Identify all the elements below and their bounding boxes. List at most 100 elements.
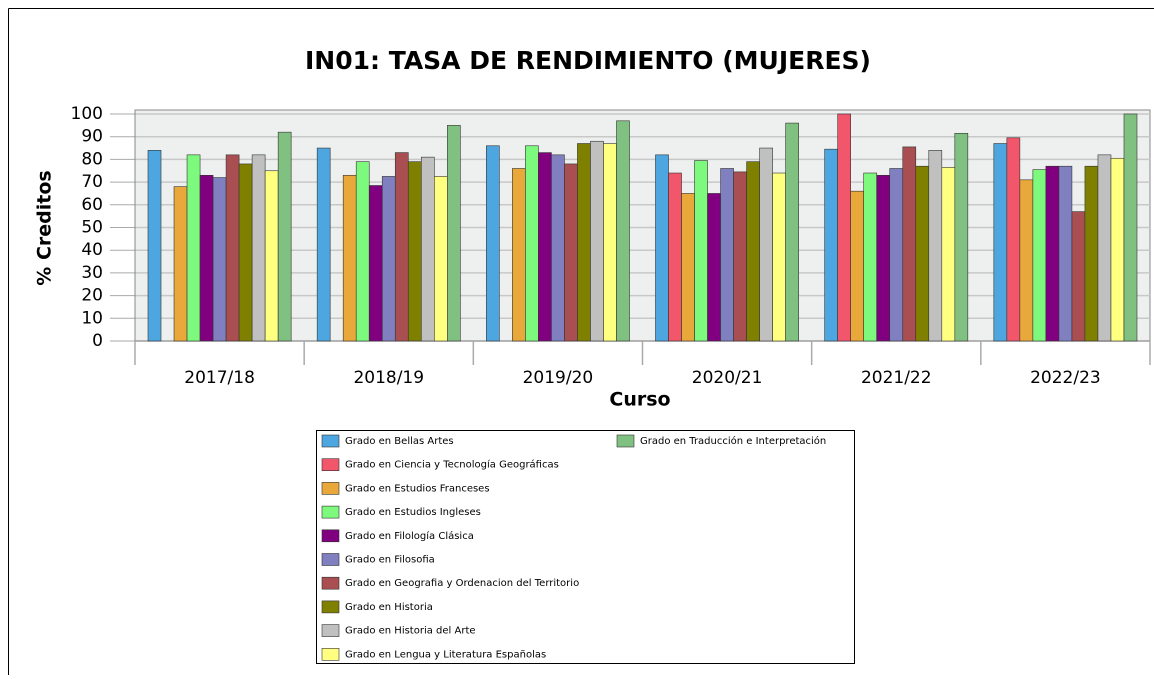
bar [1110, 157, 1125, 342]
legend-swatch [321, 600, 340, 614]
bar [720, 168, 734, 342]
legend-swatch [321, 458, 340, 472]
bar [668, 172, 682, 342]
bar [850, 190, 865, 342]
bar [342, 174, 357, 342]
bar [238, 163, 253, 342]
x-tick-label: 2022/23 [1030, 368, 1101, 388]
bar [759, 147, 773, 342]
bar [316, 147, 331, 342]
bar [1071, 211, 1086, 342]
legend-label: Grado en Historia del Arte [345, 626, 476, 637]
bar [928, 150, 943, 342]
bar [993, 143, 1008, 342]
legend-swatch [321, 647, 340, 661]
y-tick-label: 20 [81, 286, 103, 306]
bar [655, 154, 669, 342]
bar [1097, 154, 1112, 342]
legend-label: Grado en Bellas Artes [345, 436, 454, 447]
bar [1045, 165, 1060, 342]
bar [1058, 165, 1073, 342]
legend-swatch [321, 624, 340, 637]
bar [538, 152, 552, 342]
bar [616, 120, 630, 342]
x-tick-label: 2017/18 [184, 368, 255, 388]
bar [277, 131, 292, 342]
bar [1084, 165, 1099, 342]
bar [525, 145, 539, 342]
legend-label: Grado en Ciencia y Tecnología Geográfica… [345, 459, 559, 471]
bar [772, 172, 786, 342]
bar [447, 125, 461, 342]
legend-swatch [321, 505, 340, 519]
bar [863, 172, 878, 342]
legend-swatch [321, 529, 340, 543]
bar [824, 148, 838, 342]
legend-label: Grado en Lengua y Literatura Españolas [345, 649, 546, 660]
bar [264, 170, 279, 342]
bar [512, 168, 526, 342]
bar [564, 163, 578, 342]
bar [420, 156, 435, 342]
bar [577, 143, 591, 342]
y-tick-label: 50 [81, 218, 103, 238]
x-axis-label: Curso [609, 389, 670, 411]
chart-title: IN01: TASA DE RENDIMIENTO (MUJERES) [305, 46, 871, 75]
x-tick-label: 2018/19 [353, 368, 424, 388]
legend-swatch [616, 434, 635, 448]
y-tick-label: 60 [81, 195, 103, 215]
bar [186, 154, 201, 342]
legend-swatch [321, 482, 340, 495]
y-tick-label: 70 [81, 172, 103, 192]
bar [681, 193, 695, 342]
bar [889, 168, 904, 342]
bar [733, 171, 747, 342]
x-tick-label: 2019/20 [523, 368, 594, 388]
legend-swatch [321, 434, 340, 448]
legend-label: Grado en Historia [345, 602, 433, 613]
bar [394, 152, 409, 342]
y-tick-label: 100 [71, 104, 103, 124]
bar [147, 150, 162, 342]
bar [551, 154, 565, 342]
legend-label: Grado en Estudios Franceses [345, 483, 490, 494]
bar [837, 113, 851, 342]
y-tick-label: 40 [81, 240, 103, 260]
bar [225, 154, 240, 342]
legend-swatch [321, 576, 340, 590]
legend-label: Grado en Filosofia [345, 555, 435, 566]
bar [694, 160, 708, 342]
bar [199, 174, 214, 342]
x-tick-label: 2021/22 [861, 368, 932, 388]
bar [1019, 179, 1034, 342]
legend-label: Grado en Filología Clásica [345, 530, 474, 542]
bar [590, 140, 604, 342]
y-tick-label: 90 [81, 127, 103, 147]
y-tick-label: 10 [81, 308, 103, 328]
bar [434, 176, 448, 342]
bar [746, 161, 760, 342]
bar [368, 185, 383, 342]
bar [707, 193, 721, 342]
y-tick-label: 80 [81, 149, 103, 169]
bar [212, 177, 227, 342]
bar [407, 161, 422, 342]
legend-label: Grado en Geografia y Ordenacion del Terr… [345, 578, 579, 589]
y-tick-label: 30 [81, 263, 103, 283]
x-tick-label: 2020/21 [692, 368, 763, 388]
bar [355, 161, 370, 342]
bar [486, 145, 500, 342]
bar [603, 143, 617, 342]
bar [173, 186, 188, 342]
legend-label: Grado en Traducción e Interpretación [640, 435, 826, 447]
y-tick-label: 0 [92, 331, 103, 351]
bar [1006, 137, 1021, 342]
bar [1123, 113, 1138, 342]
legend-label: Grado en Estudios Ingleses [345, 507, 481, 518]
legend-swatch [321, 553, 340, 566]
legend [316, 430, 855, 664]
bar [876, 174, 891, 342]
bar [902, 146, 917, 342]
bar [1032, 169, 1047, 342]
